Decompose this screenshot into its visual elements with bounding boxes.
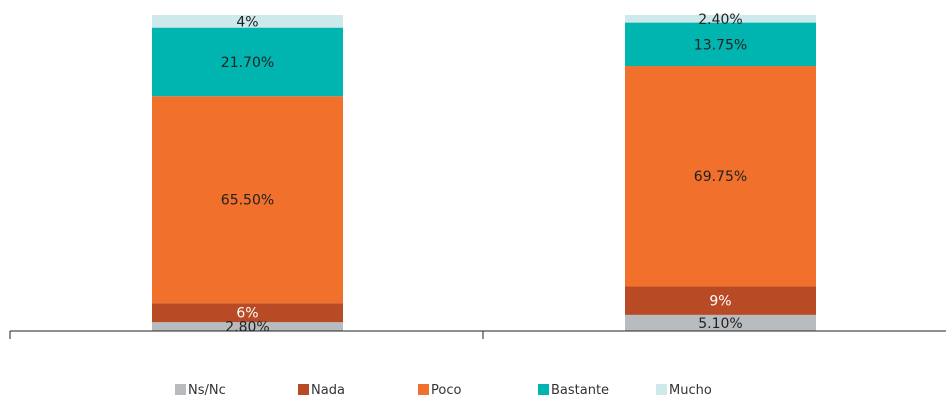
bar-segment-bastante-2 xyxy=(625,22,816,67)
data-label-bastante-1: 21.70% xyxy=(221,55,274,71)
bar-segment-nada-2 xyxy=(625,286,816,315)
bar-segment-poco-1 xyxy=(152,96,343,304)
legend-label-nada: Nada xyxy=(311,383,345,398)
data-label-poco-1: 65.50% xyxy=(221,193,274,209)
bar-segment-poco-2 xyxy=(625,66,816,287)
bars-layer xyxy=(152,15,816,331)
data-labels-layer: 2.80%6% 65.50% 21.70% 4% 5.10% 9% 69.75% 13.75%… xyxy=(221,12,747,336)
data-label-ns-nc-1: 2.80% xyxy=(225,320,269,336)
data-label-mucho-2: 2.40% xyxy=(698,12,742,28)
legend: Ns/Nc Nada Poco Bastante Mucho xyxy=(175,383,712,398)
legend-swatch-poco xyxy=(418,384,429,395)
legend-label-ns-nc: Ns/Nc xyxy=(188,383,226,398)
legend-swatch-mucho xyxy=(656,384,667,395)
data-label-bastante-2: 13.75% xyxy=(694,37,747,53)
bar-segment-mucho-2 xyxy=(625,15,816,23)
x-axis xyxy=(9,330,946,339)
data-label-nada-1: 6% xyxy=(236,306,258,322)
legend-swatch-ns-nc xyxy=(175,384,186,395)
bar-segment-ns-nc-1 xyxy=(152,322,343,331)
legend-swatch-bastante xyxy=(538,384,549,395)
bar-segment-ns-nc-2 xyxy=(625,314,816,331)
data-label-nada-2: 9% xyxy=(709,294,731,310)
data-label-mucho-1: 4% xyxy=(236,14,258,30)
legend-label-bastante: Bastante xyxy=(551,383,609,398)
bar-segment-nada-1 xyxy=(152,303,343,323)
legend-label-mucho: Mucho xyxy=(669,383,712,398)
legend-label-poco: Poco xyxy=(431,383,461,398)
data-label-poco-2: 69.75% xyxy=(694,169,747,185)
data-label-ns-nc-2: 5.10% xyxy=(698,316,742,332)
legend-swatch-nada xyxy=(298,384,309,395)
bar-segment-mucho-1 xyxy=(152,15,343,28)
bar-segment-bastante-1 xyxy=(152,27,343,97)
